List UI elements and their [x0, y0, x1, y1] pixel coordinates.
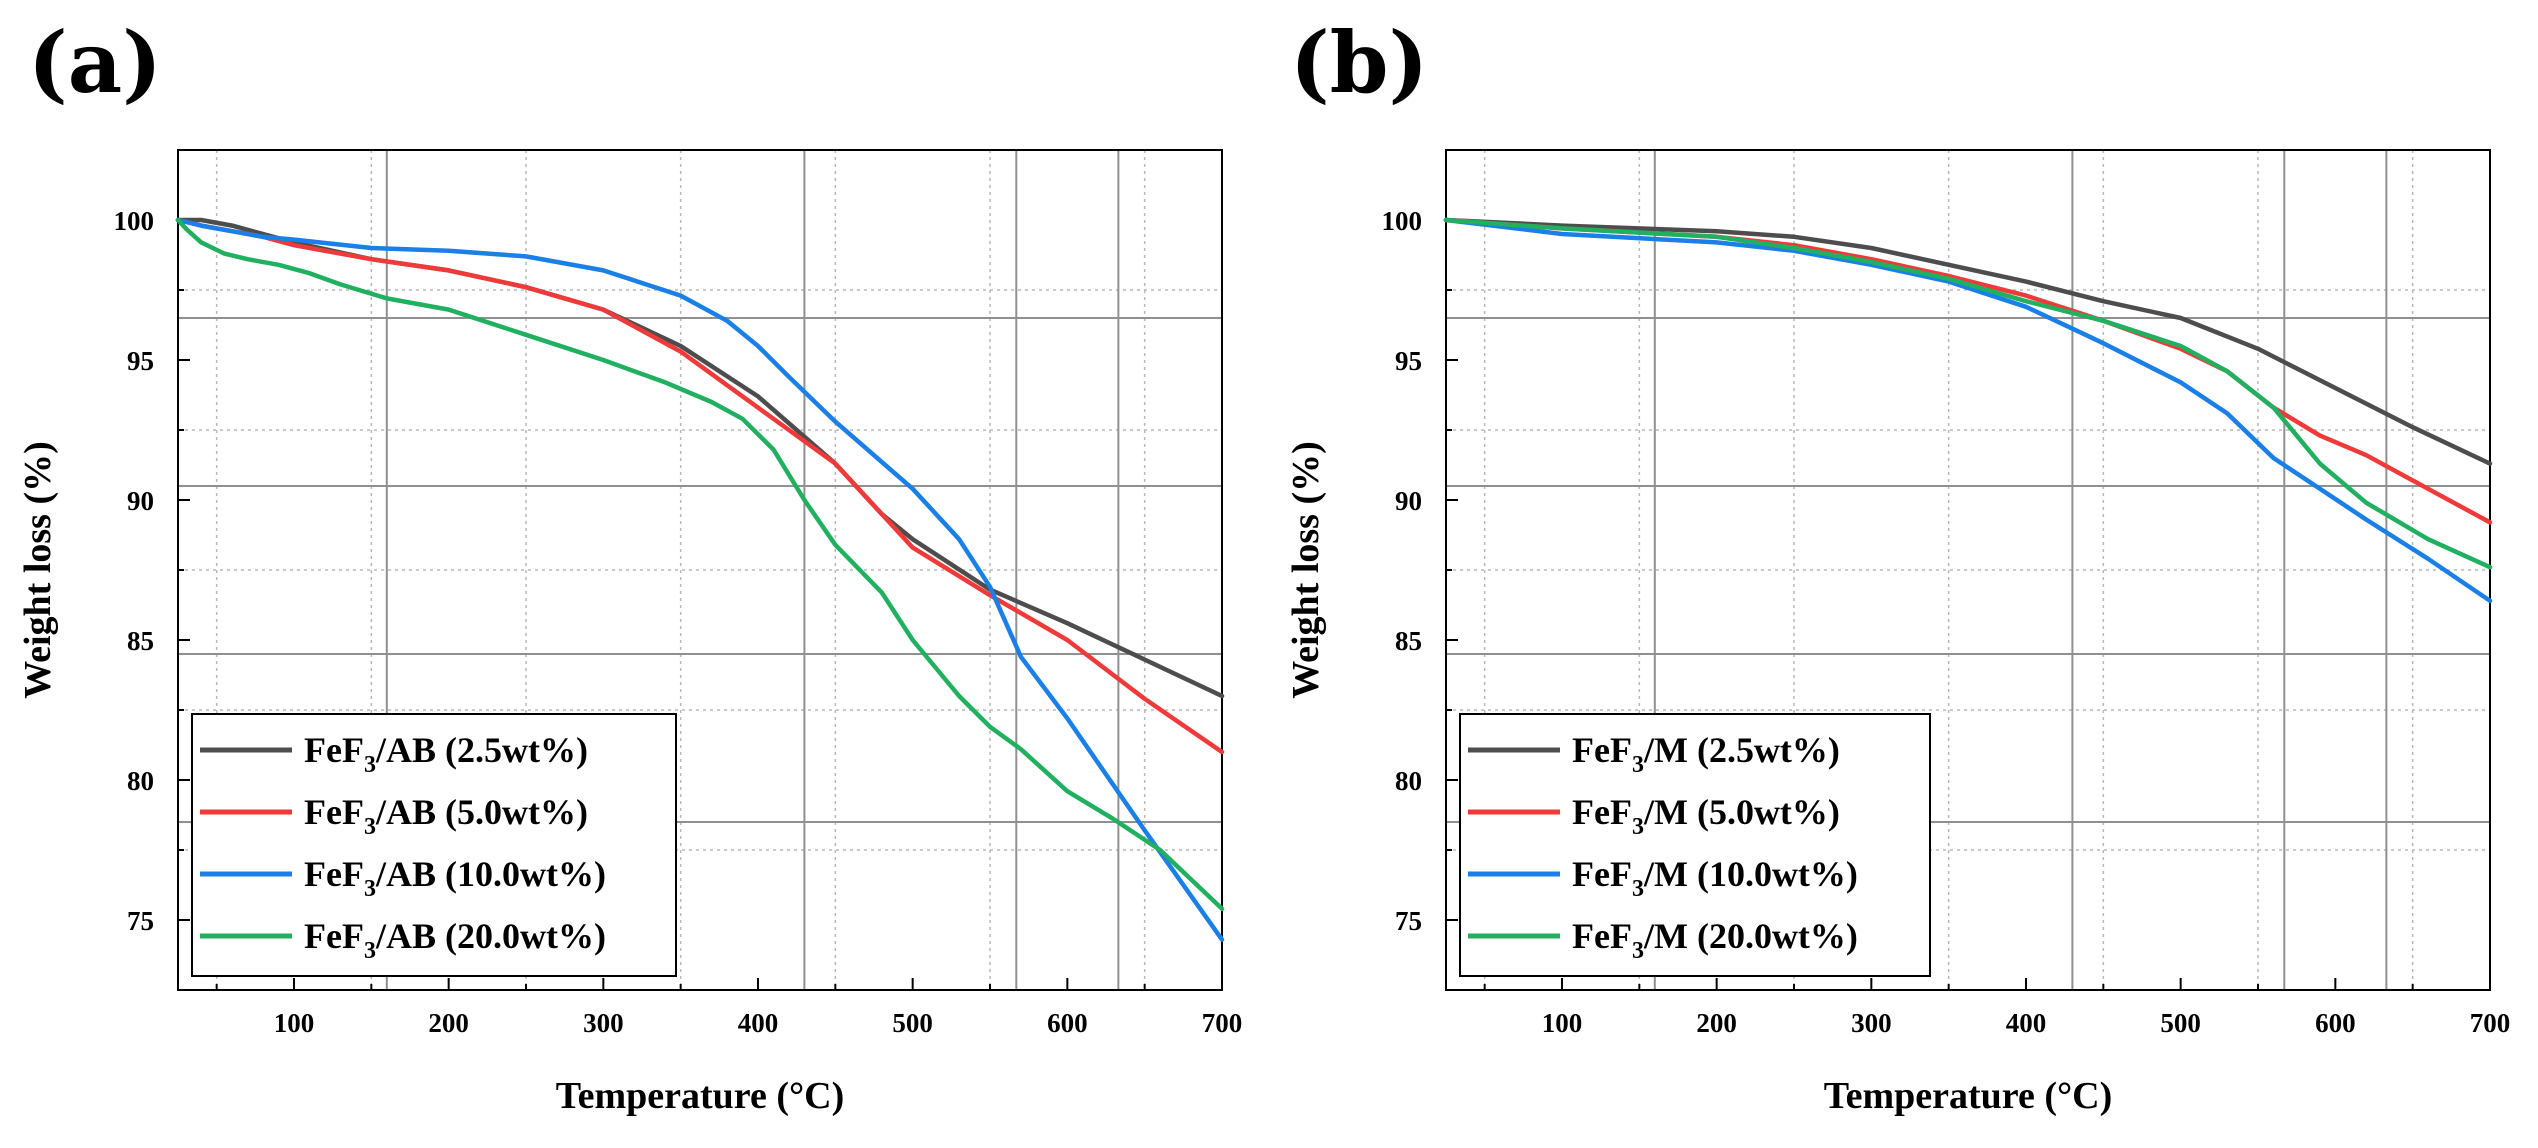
- panel-label: (b): [1290, 13, 1428, 112]
- x-axis-title: Temperature (°C): [556, 1075, 845, 1117]
- legend-entry-main: FeF: [1572, 916, 1632, 956]
- series-line-3: [1443, 217, 2493, 570]
- x-axis-title-text: Temperature (: [1824, 1075, 2057, 1117]
- legend-entry-subscript: 3: [364, 814, 376, 840]
- y-tick-label: 80: [127, 766, 154, 796]
- y-tick-label: 85: [127, 626, 154, 656]
- x-tick-label: 700: [1202, 1008, 1243, 1038]
- y-tick-label: 90: [1395, 486, 1422, 516]
- y-tick-label: 95: [127, 346, 154, 376]
- y-tick-label: 85: [1395, 626, 1422, 656]
- legend-entry-rest: /AB (2.5wt%): [375, 730, 588, 770]
- legend-entry-2: FeF3/AB (10.0wt%): [304, 854, 606, 902]
- y-tick-label: 75: [127, 906, 154, 936]
- legend-entry-rest: /M (10.0wt%): [1643, 854, 1858, 894]
- y-tick-label: 95: [1395, 346, 1422, 376]
- series-lines: [175, 217, 1225, 942]
- legend-entry-rest: /AB (10.0wt%): [375, 854, 606, 894]
- legend-entry-subscript: 3: [1632, 814, 1644, 840]
- x-axis-title-text: Temperature (: [556, 1075, 789, 1117]
- series-line-0: [175, 217, 1225, 699]
- legend-entry-subscript: 3: [364, 876, 376, 902]
- x-tick-label: 700: [2470, 1008, 2511, 1038]
- legend-entry-main: FeF: [304, 730, 364, 770]
- x-axis-title-close: ): [2100, 1075, 2113, 1117]
- panel-a: (a) 100 200 300 400 500 600 700 75 80 85 90 95 100 Tem…: [17, 13, 1242, 1117]
- y-tick-label: 100: [1382, 206, 1423, 236]
- legend-entry-rest: /AB (5.0wt%): [375, 792, 588, 832]
- legend-entry-subscript: 3: [1632, 876, 1644, 902]
- x-tick-label: 100: [274, 1008, 315, 1038]
- legend-entry-main: FeF: [1572, 792, 1632, 832]
- legend-entry-rest: /AB (20.0wt%): [375, 916, 606, 956]
- legend-entry-3: FeF3/AB (20.0wt%): [304, 916, 606, 964]
- series-line-2: [1443, 217, 2493, 604]
- legend-entry-3: FeF3/M (20.0wt%): [1572, 916, 1858, 964]
- legend-entry-rest: /M (2.5wt%): [1643, 730, 1840, 770]
- legend-box: [191, 713, 677, 977]
- series-line-3: [175, 217, 1225, 912]
- legend-entry-subscript: 3: [364, 938, 376, 964]
- legend-box: [1459, 713, 1931, 977]
- legend-entry-main: FeF: [304, 792, 364, 832]
- y-tick-label: 90: [127, 486, 154, 516]
- legend-entry-1: FeF3/AB (5.0wt%): [304, 792, 588, 840]
- legend: FeF3/M (2.5wt%)FeF3/M (5.0wt%)FeF3/M (10…: [1459, 713, 1931, 977]
- series-lines: [1443, 217, 2493, 604]
- legend-entry-2: FeF3/M (10.0wt%): [1572, 854, 1858, 902]
- legend-entry-rest: /M (5.0wt%): [1643, 792, 1840, 832]
- legend: FeF3/AB (2.5wt%)FeF3/AB (5.0wt%)FeF3/AB …: [191, 713, 677, 977]
- legend-entry-subscript: 3: [1632, 752, 1644, 778]
- x-tick-label: 400: [738, 1008, 779, 1038]
- series-line-2: [175, 217, 1225, 942]
- x-axis-title-unit: °C: [789, 1075, 832, 1117]
- x-tick-label: 300: [1851, 1008, 1892, 1038]
- x-axis-title-close: ): [832, 1075, 845, 1117]
- x-tick-label: 200: [1696, 1008, 1737, 1038]
- x-axis-title: Temperature (°C): [1824, 1075, 2113, 1117]
- x-tick-label: 300: [583, 1008, 624, 1038]
- y-tick-label: 75: [1395, 906, 1422, 936]
- x-tick-label: 200: [428, 1008, 469, 1038]
- x-tick-label: 600: [1047, 1008, 1088, 1038]
- legend-entry-1: FeF3/M (5.0wt%): [1572, 792, 1840, 840]
- x-tick-label: 600: [2315, 1008, 2356, 1038]
- legend-entry-main: FeF: [304, 916, 364, 956]
- panel-label: (a): [28, 13, 162, 112]
- grid: [178, 150, 1222, 990]
- legend-entry-0: FeF3/M (2.5wt%): [1572, 730, 1840, 778]
- y-axis-title: Weight loss (%): [17, 441, 59, 699]
- x-tick-label: 500: [892, 1008, 933, 1038]
- x-tick-label: 400: [2006, 1008, 2047, 1038]
- axis-ticks: 100 200 300 400 500 600 700 75 80 85 90 95 100: [114, 206, 1243, 1038]
- panel-b: (b) 100 200 300 400 500 600 700 75 80 85 90 95 100 Tem…: [1285, 13, 2510, 1117]
- y-tick-label: 100: [114, 206, 155, 236]
- y-tick-label: 80: [1395, 766, 1422, 796]
- legend-entry-subscript: 3: [364, 752, 376, 778]
- x-tick-label: 500: [2160, 1008, 2201, 1038]
- legend-entry-main: FeF: [304, 854, 364, 894]
- axis-ticks: 100 200 300 400 500 600 700 75 80 85 90 95 100: [1382, 206, 2511, 1038]
- legend-entry-main: FeF: [1572, 854, 1632, 894]
- x-axis-title-unit: °C: [2057, 1075, 2100, 1117]
- legend-entry-main: FeF: [1572, 730, 1632, 770]
- x-tick-label: 100: [1542, 1008, 1583, 1038]
- legend-entry-rest: /M (20.0wt%): [1643, 916, 1858, 956]
- legend-entry-subscript: 3: [1632, 938, 1644, 964]
- y-axis-title: Weight loss (%): [1285, 441, 1327, 699]
- legend-entry-0: FeF3/AB (2.5wt%): [304, 730, 588, 778]
- series-line-0: [1443, 217, 2493, 466]
